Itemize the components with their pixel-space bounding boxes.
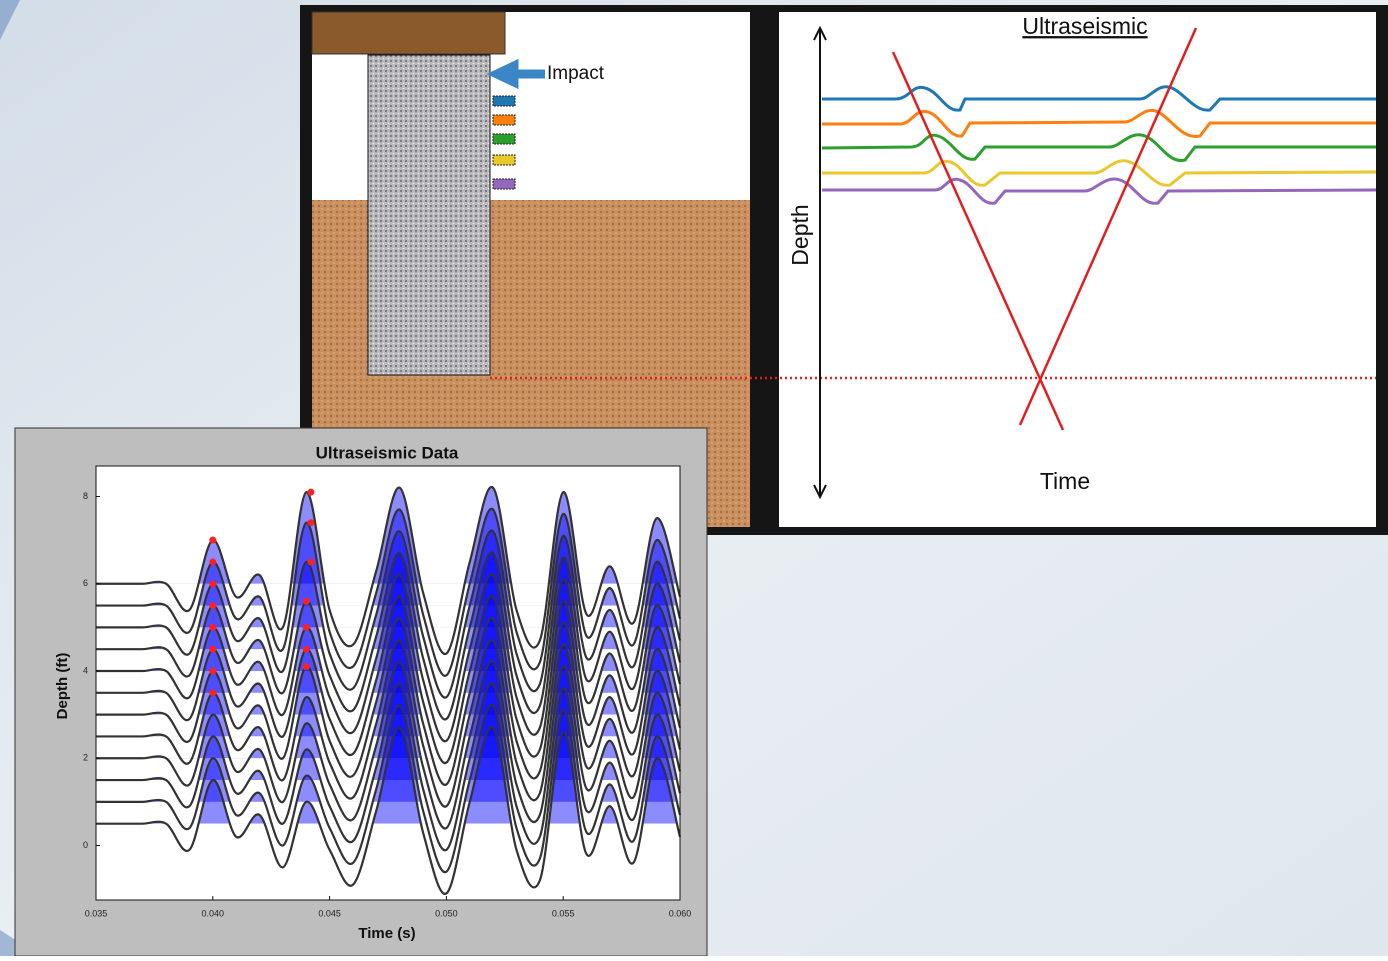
time-label: Time <box>1040 468 1090 494</box>
pick-point <box>303 646 310 653</box>
y-tick-label: 6 <box>83 578 88 588</box>
y-tick-label: 0 <box>83 840 88 850</box>
y-tick-label: 4 <box>83 665 88 675</box>
pick-point <box>209 537 216 544</box>
pick-point <box>209 646 216 653</box>
y-axis-label: Depth (ft) <box>54 653 71 720</box>
x-axis-label: Time (s) <box>358 925 415 942</box>
x-tick-label: 0.040 <box>202 908 225 918</box>
y-tick-label: 8 <box>83 491 88 501</box>
impact-label: Impact <box>547 63 605 84</box>
pick-point <box>209 689 216 696</box>
x-tick-label: 0.050 <box>435 908 458 918</box>
depth-label: Depth <box>787 204 813 265</box>
pick-point <box>303 598 310 605</box>
page: Impact Ultraseismic Depth Time Ultraseis… <box>0 0 1388 956</box>
pick-point <box>209 558 216 565</box>
chart-title: Ultraseismic Data <box>316 443 459 462</box>
x-tick-label: 0.035 <box>85 908 108 918</box>
pick-point <box>209 580 216 587</box>
pile-cap <box>312 12 505 54</box>
pick-point <box>307 519 314 526</box>
pick-point <box>209 624 216 631</box>
pick-point <box>307 558 314 565</box>
pick-point <box>209 668 216 675</box>
right-panel <box>779 12 1376 527</box>
x-tick-label: 0.045 <box>318 908 341 918</box>
pile <box>368 55 490 375</box>
x-tick-label: 0.055 <box>552 908 575 918</box>
chart: Ultraseismic Data Time (s) Depth (ft) 0.… <box>15 428 707 956</box>
x-tick-label: 0.060 <box>669 908 692 918</box>
pick-point <box>303 663 310 670</box>
pick-point <box>209 602 216 609</box>
pick-point <box>307 489 314 496</box>
pick-point <box>303 624 310 631</box>
panel-title: Ultraseismic <box>1022 13 1147 39</box>
y-tick-label: 2 <box>83 753 88 763</box>
